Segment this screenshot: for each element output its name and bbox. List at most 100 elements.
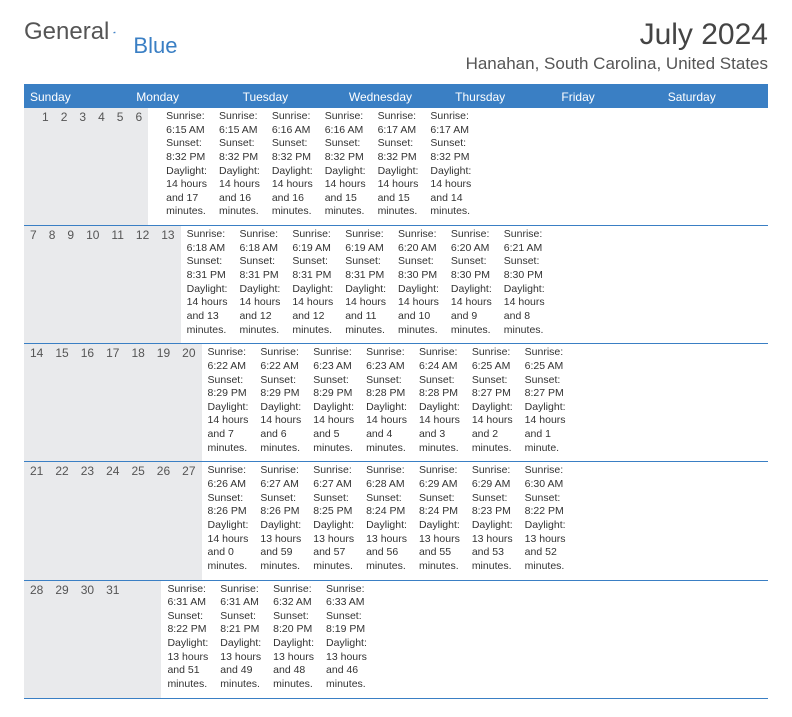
day-info-line: Sunset: 8:26 PM <box>208 492 249 519</box>
day-info-line: Sunset: 8:31 PM <box>187 255 228 282</box>
day-body: Sunrise: 6:19 AMSunset: 8:31 PMDaylight:… <box>339 226 392 343</box>
day-number: 17 <box>100 344 125 461</box>
day-number: 9 <box>61 226 80 343</box>
day-info-line: and 12 minutes. <box>239 310 280 337</box>
day-info-line: Sunset: 8:32 PM <box>166 137 207 164</box>
day-body: Sunrise: 6:33 AMSunset: 8:19 PMDaylight:… <box>320 581 373 698</box>
day-info-line: Daylight: 13 hours <box>273 637 314 664</box>
logo-text-2: Blue <box>133 33 177 59</box>
day-number: 26 <box>151 462 176 579</box>
day-body: Sunrise: 6:29 AMSunset: 8:23 PMDaylight:… <box>466 462 519 579</box>
day-info-line: Sunrise: 6:33 AM <box>326 583 367 610</box>
day-info-line: Sunrise: 6:22 AM <box>260 346 301 373</box>
day-body: Sunrise: 6:26 AMSunset: 8:26 PMDaylight:… <box>202 462 255 579</box>
day-info-line: Sunrise: 6:26 AM <box>208 464 249 491</box>
day-info-line: Sunset: 8:24 PM <box>419 492 460 519</box>
day-info-line: Sunset: 8:24 PM <box>366 492 407 519</box>
day-info-line: Sunrise: 6:28 AM <box>366 464 407 491</box>
weekday-header: SundayMondayTuesdayWednesdayThursdayFrid… <box>24 86 768 108</box>
day-body: Sunrise: 6:18 AMSunset: 8:31 PMDaylight:… <box>181 226 234 343</box>
day-body: Sunrise: 6:31 AMSunset: 8:22 PMDaylight:… <box>161 581 214 698</box>
day-info-line: Sunrise: 6:19 AM <box>292 228 333 255</box>
day-info-line: Sunrise: 6:31 AM <box>220 583 261 610</box>
day-info-line: Daylight: 14 hours <box>504 283 545 310</box>
day-info-line: Sunrise: 6:15 AM <box>166 110 207 137</box>
day-info-line: Daylight: 14 hours <box>398 283 439 310</box>
day-info-line: Daylight: 14 hours <box>345 283 386 310</box>
day-info-line: and 4 minutes. <box>366 428 407 455</box>
day-info-line: Daylight: 13 hours <box>220 637 261 664</box>
day-info-line: Sunset: 8:19 PM <box>326 610 367 637</box>
day-info-line: Daylight: 14 hours <box>366 401 407 428</box>
day-body <box>148 108 160 225</box>
day-info-line: Sunset: 8:31 PM <box>239 255 280 282</box>
day-info-line: Sunset: 8:29 PM <box>260 374 301 401</box>
day-number: 29 <box>49 581 74 698</box>
day-info-line: and 1 minute. <box>525 428 566 455</box>
day-body: Sunrise: 6:30 AMSunset: 8:22 PMDaylight:… <box>519 462 572 579</box>
day-number: 16 <box>75 344 100 461</box>
day-info-line: Daylight: 14 hours <box>272 165 313 192</box>
day-body <box>373 581 385 698</box>
day-info-line: Sunset: 8:31 PM <box>345 255 386 282</box>
day-number: 28 <box>24 581 49 698</box>
day-body: Sunrise: 6:15 AMSunset: 8:32 PMDaylight:… <box>160 108 213 225</box>
day-info-line: Sunset: 8:21 PM <box>220 610 261 637</box>
day-number <box>137 581 149 698</box>
logo-mark-icon <box>113 23 116 41</box>
day-info-line: and 15 minutes. <box>325 192 366 219</box>
day-info-line: and 13 minutes. <box>187 310 228 337</box>
week-row: 28293031Sunrise: 6:31 AMSunset: 8:22 PMD… <box>24 581 768 699</box>
day-body <box>385 581 397 698</box>
day-info-line: Sunset: 8:32 PM <box>219 137 260 164</box>
day-number: 25 <box>125 462 150 579</box>
day-info-line: Sunset: 8:32 PM <box>325 137 366 164</box>
day-body: Sunrise: 6:32 AMSunset: 8:20 PMDaylight:… <box>267 581 320 698</box>
day-info-line: and 11 minutes. <box>345 310 386 337</box>
day-info-line: Daylight: 14 hours <box>260 401 301 428</box>
weekday-tuesday: Tuesday <box>237 86 343 108</box>
day-number: 7 <box>24 226 43 343</box>
day-info-line: Sunset: 8:29 PM <box>208 374 249 401</box>
day-info-line: Sunrise: 6:24 AM <box>419 346 460 373</box>
day-number: 24 <box>100 462 125 579</box>
week-row: 21222324252627Sunrise: 6:26 AMSunset: 8:… <box>24 462 768 580</box>
day-info-line: Sunset: 8:32 PM <box>272 137 313 164</box>
day-number: 31 <box>100 581 125 698</box>
location-text: Hanahan, South Carolina, United States <box>466 54 768 74</box>
day-body: Sunrise: 6:29 AMSunset: 8:24 PMDaylight:… <box>413 462 466 579</box>
day-info-line: Sunset: 8:30 PM <box>504 255 545 282</box>
day-number: 1 <box>36 108 55 225</box>
day-info-line: and 59 minutes. <box>260 546 301 573</box>
weekday-wednesday: Wednesday <box>343 86 449 108</box>
day-body <box>397 581 409 698</box>
day-body: Sunrise: 6:25 AMSunset: 8:27 PMDaylight:… <box>466 344 519 461</box>
day-number: 15 <box>49 344 74 461</box>
day-info-line: Sunrise: 6:15 AM <box>219 110 260 137</box>
day-info-line: and 8 minutes. <box>504 310 545 337</box>
day-info-line: Daylight: 14 hours <box>208 401 249 428</box>
day-info-line: Sunrise: 6:27 AM <box>260 464 301 491</box>
day-info-line: and 7 minutes. <box>208 428 249 455</box>
day-number <box>125 581 137 698</box>
day-body: Sunrise: 6:23 AMSunset: 8:29 PMDaylight:… <box>307 344 360 461</box>
day-info-line: Daylight: 14 hours <box>187 283 228 310</box>
day-info-line: and 2 minutes. <box>472 428 513 455</box>
day-info-line: Daylight: 14 hours <box>219 165 260 192</box>
day-info-line: Daylight: 13 hours <box>419 519 460 546</box>
day-number: 23 <box>75 462 100 579</box>
day-number: 14 <box>24 344 49 461</box>
day-body: Sunrise: 6:24 AMSunset: 8:28 PMDaylight:… <box>413 344 466 461</box>
day-info-line: and 53 minutes. <box>472 546 513 573</box>
day-number: 3 <box>73 108 92 225</box>
day-number: 8 <box>43 226 62 343</box>
day-number <box>149 581 161 698</box>
day-info-line: Sunset: 8:32 PM <box>378 137 419 164</box>
day-info-line: Sunrise: 6:25 AM <box>472 346 513 373</box>
day-info-line: and 17 minutes. <box>166 192 207 219</box>
day-info-line: Sunrise: 6:23 AM <box>313 346 354 373</box>
day-number: 18 <box>125 344 150 461</box>
day-info-line: Sunrise: 6:16 AM <box>272 110 313 137</box>
day-info-line: Daylight: 14 hours <box>419 401 460 428</box>
day-info-line: Sunset: 8:20 PM <box>273 610 314 637</box>
